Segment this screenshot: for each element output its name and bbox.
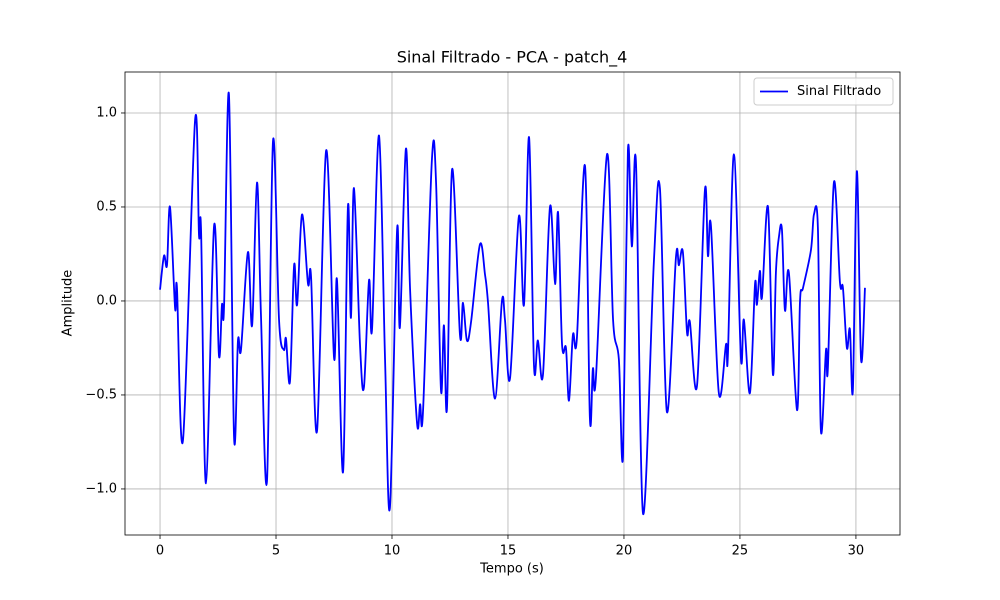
y-axis-label: Amplitude [61,270,76,337]
x-tick-label: 0 [156,544,164,559]
legend-label: Sinal Filtrado [797,84,881,99]
legend-box [753,77,894,106]
y-tick-label: 0.0 [96,293,117,308]
y-tick-label: −0.5 [85,387,117,402]
y-tick-label: 0.5 [96,199,117,214]
x-tick-label: 25 [732,544,749,559]
x-tick-label: 5 [272,544,280,559]
plot-frame [124,71,901,536]
x-tick-label: 20 [616,544,633,559]
x-tick-label: 15 [500,544,517,559]
x-tick-label: 10 [384,544,401,559]
line-series [159,91,866,515]
x-axis-label: Tempo (s) [479,562,544,577]
x-tick-label: 30 [848,544,865,559]
y-tick-label: −1.0 [85,481,117,496]
y-tick-label: 1.0 [96,105,117,120]
chart-title: Sinal Filtrado - PCA - patch_4 [397,48,628,68]
